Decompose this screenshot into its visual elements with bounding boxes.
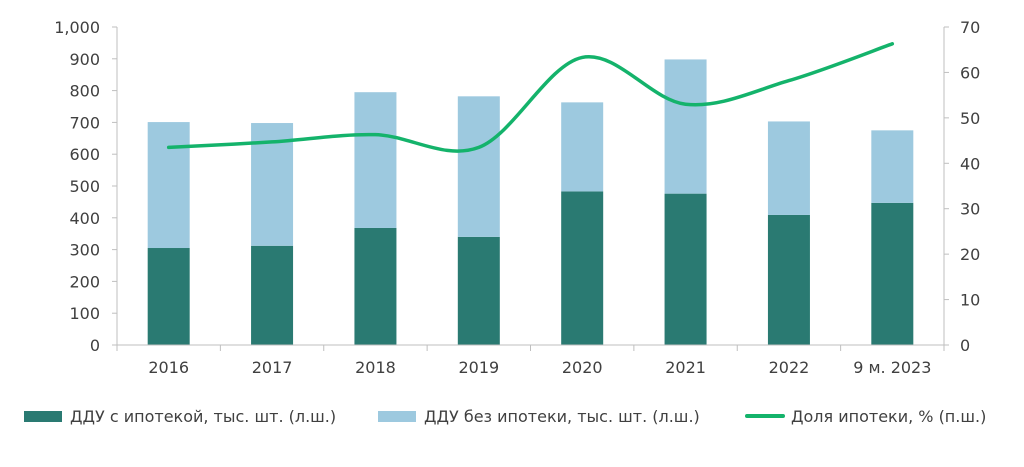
y-left-tick-label: 500	[69, 177, 100, 196]
chart-plot: 0 100 200 300 400 500 600 700 800 900 1,000 0 10 20 30…	[54, 18, 980, 377]
x-tick-label: 2019	[458, 358, 499, 377]
x-tick-label: 2018	[355, 358, 396, 377]
bar-without-mortgage	[767, 121, 810, 215]
bar-without-mortgage	[457, 96, 500, 237]
bar-with-mortgage	[871, 202, 914, 345]
x-tick-label: 2022	[769, 358, 810, 377]
y-left-tick-label: 300	[69, 241, 100, 260]
y-left-tick-label: 1,000	[54, 18, 100, 37]
legend-label-without-mortgage: ДДУ без ипотеки, тыс. шт. (л.ш.)	[424, 406, 700, 426]
line-layer	[166, 42, 895, 153]
x-tick-label: 2017	[252, 358, 293, 377]
bar-with-mortgage	[251, 245, 294, 345]
y-left-tick-label: 900	[69, 50, 100, 69]
y-right-tick-label: 10	[960, 291, 980, 310]
y-right-tick-label: 20	[960, 245, 980, 264]
x-tick-label: 2021	[665, 358, 706, 377]
legend-label-with-mortgage: ДДУ с ипотекой, тыс. шт. (л.ш.)	[70, 406, 337, 426]
y-right-tick-label: 0	[960, 336, 970, 355]
bar-without-mortgage	[561, 102, 604, 192]
legend-swatch-mortgage-share	[745, 414, 785, 418]
y-left-tick-label: 600	[69, 145, 100, 164]
y-right-tick-label: 30	[960, 200, 980, 219]
legend-label-mortgage-share: Доля ипотеки, % (п.ш.)	[791, 406, 987, 426]
legend-item-with-mortgage: ДДУ с ипотекой, тыс. шт. (л.ш.)	[24, 398, 336, 434]
bar-with-mortgage	[457, 236, 500, 345]
y-right-tick-label: 60	[960, 63, 980, 82]
x-tick-label: 2020	[562, 358, 603, 377]
y-left-tick-label: 400	[69, 209, 100, 228]
legend: ДДУ с ипотекой, тыс. шт. (л.ш.) ДДУ без …	[0, 398, 1024, 434]
bar-without-mortgage	[354, 92, 397, 228]
bar-with-mortgage	[147, 248, 190, 345]
legend-swatch-without-mortgage	[378, 410, 416, 422]
y-right-tick-label: 70	[960, 18, 980, 37]
x-tick-label: 9 м. 2023	[853, 358, 931, 377]
bar-with-mortgage	[767, 214, 810, 345]
bar-with-mortgage	[561, 191, 604, 345]
y-left-tick-label: 800	[69, 82, 100, 101]
y-left-tick-label: 700	[69, 113, 100, 132]
legend-swatch-with-mortgage	[24, 410, 62, 422]
legend-item-mortgage-share: Доля ипотеки, % (п.ш.)	[745, 398, 986, 434]
y-left-tick-label: 200	[69, 272, 100, 291]
bar-without-mortgage	[871, 130, 914, 203]
y-left-tick-label: 100	[69, 304, 100, 323]
y-left-tick-label: 0	[90, 336, 100, 355]
bars-layer	[147, 59, 914, 345]
y-right-tick-label: 50	[960, 109, 980, 128]
line-mortgage-share	[166, 42, 895, 153]
y-right-tick-label: 40	[960, 154, 980, 173]
bar-without-mortgage	[147, 122, 190, 249]
legend-item-without-mortgage: ДДУ без ипотеки, тыс. шт. (л.ш.)	[378, 398, 700, 434]
axes-layer: 0 100 200 300 400 500 600 700 800 900 1,000 0 10 20 30…	[54, 18, 980, 377]
bar-with-mortgage	[354, 227, 397, 345]
x-tick-label: 2016	[148, 358, 189, 377]
bar-with-mortgage	[664, 193, 707, 345]
bar-without-mortgage	[664, 59, 707, 194]
